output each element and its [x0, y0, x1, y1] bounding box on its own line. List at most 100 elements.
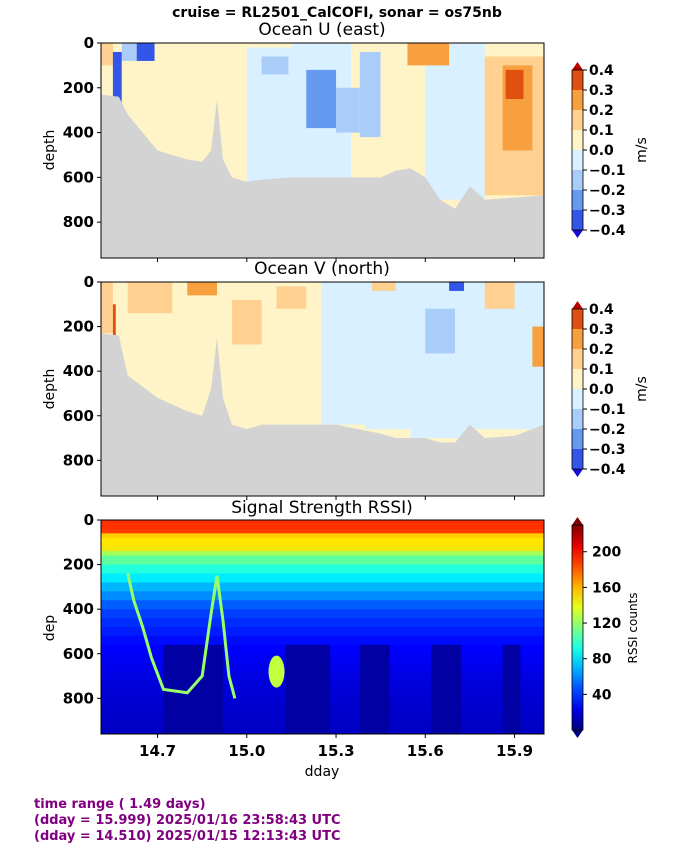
colorbar-bin-6: [572, 190, 583, 210]
rssi-depth-band-11: [101, 618, 544, 628]
colorbar-bin-4: [572, 150, 583, 170]
y-tick-label: 800: [63, 451, 94, 469]
plot-area-u: [101, 43, 544, 258]
colorbar-bin-3: [572, 369, 583, 389]
colorbar-tick-label: 0.4: [589, 63, 614, 79]
data-cell-11: [371, 282, 396, 291]
colorbar-tick-label: −0.4: [589, 462, 626, 478]
colorbar-label-u: m/s: [634, 137, 650, 163]
data-cell-14: [449, 282, 464, 291]
axes-rssi: 0 200 400 600 800 14.7 15.0 15.3 15.6 15.9: [63, 511, 545, 760]
data-cell-16: [484, 282, 515, 309]
colorbar-tick-label: 0.2: [589, 342, 614, 358]
x-tick-label: 15.0: [228, 742, 265, 760]
data-cell-13: [410, 43, 426, 169]
y-tick-label: 800: [63, 213, 94, 231]
colorbar-bin-5: [572, 409, 583, 429]
x-tick-label: 15.9: [496, 742, 533, 760]
rssi-depth-band-13: [101, 635, 544, 646]
y-tick-label: 400: [63, 124, 94, 142]
plot-area-v: [101, 282, 544, 496]
colorbar-tick-label: 40: [592, 687, 612, 703]
suptitle: cruise = RL2501_CalCOFI, sonar = os75nb: [172, 5, 502, 21]
plot-area-rssi: [101, 520, 544, 734]
colorbar-bin-3: [572, 130, 583, 150]
data-cell-1: [112, 304, 116, 349]
colorbar-bin-0: [572, 70, 583, 90]
rssi-surface-band-1: [101, 533, 544, 552]
y-tick-label: 600: [63, 168, 94, 186]
data-cell-12: [410, 282, 470, 439]
panel-title-u: Ocean U (east): [258, 20, 385, 40]
colorbar-extend-bottom: [572, 730, 583, 738]
rssi-dark-column-2: [359, 644, 390, 734]
data-cell-0: [101, 43, 113, 66]
time-range-line: time range ( 1.49 days): [34, 797, 206, 812]
rssi-surface-band-0: [101, 520, 544, 534]
end-time-line: (dday = 15.999) 2025/01/16 23:58:43 UTC: [34, 813, 341, 828]
y-tick-label: 400: [63, 362, 94, 380]
rssi-depth-band-6: [101, 573, 544, 583]
colorbar-label-v: m/s: [634, 376, 650, 402]
data-cell-3: [136, 43, 155, 64]
no-data-mask: [101, 94, 544, 258]
ylabel-u: depth: [42, 130, 58, 171]
colorbar-bin-0: [572, 309, 583, 329]
colorbar-extend-top: [572, 517, 583, 525]
data-cell-16: [407, 43, 450, 66]
y-tick-label: 200: [63, 318, 94, 336]
colorbar-tick-label: 0.0: [589, 382, 614, 398]
time-range-footer: time range ( 1.49 days) (dday = 15.999) …: [34, 797, 341, 845]
data-layer: [101, 43, 544, 258]
rssi-depth-band-3: [101, 546, 544, 557]
axes-v: 0 200 400 600 800: [63, 273, 545, 500]
colorbar-bin-2: [572, 349, 583, 369]
y-tick-label: 0: [84, 511, 94, 529]
y-tick-label: 800: [63, 689, 94, 707]
data-cell-19: [505, 69, 524, 99]
colorbar-tick-label: 0.2: [589, 103, 614, 119]
rssi-depth-band-8: [101, 591, 544, 601]
axes-u: 0 200 400 600 800: [63, 34, 545, 262]
colorbar-tick-label: 80: [592, 652, 612, 668]
rssi-depth-band-7: [101, 582, 544, 592]
data-cell-9: [321, 282, 366, 425]
colorbar-bin-1: [572, 329, 583, 349]
colorbar-bin-2: [572, 110, 583, 130]
colorbar-bin-7: [572, 449, 583, 469]
colorbar-extend-bottom: [572, 469, 583, 477]
colorbar-bin-5: [572, 170, 583, 190]
colorbar-extend-top: [572, 301, 583, 309]
colorbar-tick-label: 160: [592, 580, 621, 596]
colorbar-extend-top: [572, 62, 583, 70]
data-cell-13: [425, 308, 456, 354]
rssi-depth-band-9: [101, 600, 544, 610]
y-tick-label: 600: [63, 645, 94, 663]
data-cell-2: [121, 43, 137, 61]
colorbar-tick-label: −0.4: [589, 223, 626, 239]
panel-title-v: Ocean V (north): [254, 259, 390, 279]
colorbar-tick-label: 0.3: [589, 83, 614, 99]
colorbar-tick-label: −0.1: [589, 402, 626, 418]
y-tick-label: 200: [63, 556, 94, 574]
colorbar-bin-1: [572, 90, 583, 110]
data-cell-3: [127, 282, 173, 314]
data-cell-14: [425, 43, 456, 200]
rssi-hot-spot: [268, 655, 285, 688]
data-cell-11: [359, 51, 381, 138]
colorbar-tick-label: 0.1: [589, 123, 614, 139]
ylabel-rssi: dep: [42, 615, 58, 642]
y-tick-label: 600: [63, 407, 94, 425]
data-cell-8: [276, 286, 307, 309]
colorbar-tick-label: 0.3: [589, 322, 614, 338]
data-cell-10: [336, 87, 360, 133]
panel-title-rssi: Signal Strength RSSI): [231, 498, 413, 518]
colorbar-frame: [571, 524, 584, 731]
colorbar-bin-4: [572, 389, 583, 409]
rssi-depth-band-5: [101, 564, 544, 574]
x-tick-label: 14.7: [139, 742, 176, 760]
colorbar-tick-label: 200: [592, 545, 621, 561]
data-cell-7: [261, 56, 289, 75]
plot-frame: [100, 42, 545, 259]
